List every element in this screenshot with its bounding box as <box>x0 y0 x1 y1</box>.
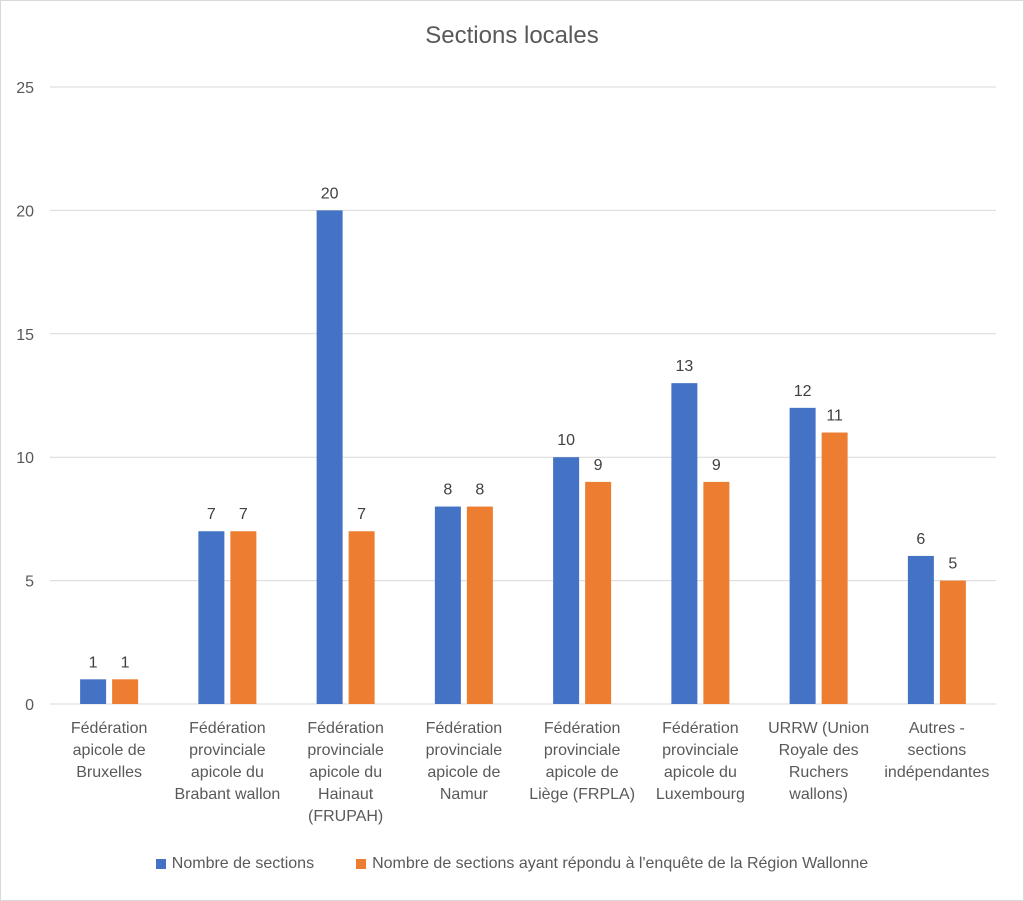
x-tick-label: Fédération provinciale apicole de Namur <box>425 720 503 803</box>
data-label: 1 <box>121 654 130 671</box>
data-label: 13 <box>675 358 693 375</box>
legend-item-1: Nombre de sections <box>155 855 315 873</box>
legend-item-2: Nombre de sections ayant répondu à l'enq… <box>356 855 868 873</box>
data-label: 11 <box>826 408 843 425</box>
bar-series-2-cat-1 <box>112 679 139 704</box>
y-tick-label: 20 <box>16 203 34 220</box>
bar-series-1-cat-8 <box>907 555 934 704</box>
data-label: 8 <box>475 482 484 499</box>
bar-series-1-cat-5 <box>553 457 580 704</box>
legend-label: Nombre de sections ayant répondu à l'enq… <box>372 855 869 872</box>
y-tick-label: 10 <box>16 450 34 467</box>
x-tick-label: Fédération provinciale apicole du Braban… <box>174 720 281 803</box>
data-label: 7 <box>207 506 216 523</box>
data-label: 10 <box>557 432 575 449</box>
bar-series-1-cat-7 <box>789 407 816 704</box>
x-tick-label: Fédération provinciale apicole du Hainau… <box>307 720 384 825</box>
y-tick-label: 15 <box>16 327 34 344</box>
legend-label: Nombre de sections <box>171 855 315 872</box>
data-label: 9 <box>594 457 603 474</box>
bar-series-2-cat-5 <box>585 481 612 704</box>
x-tick-label: Fédération apicole de Bruxelles <box>70 720 148 781</box>
y-tick-label: 0 <box>25 697 34 714</box>
data-label: 7 <box>239 506 248 523</box>
data-label: 12 <box>794 383 812 400</box>
x-tick-label: Fédération provinciale apicole de Liège … <box>529 720 636 803</box>
y-tick-label: 5 <box>25 574 34 591</box>
legend-swatch <box>356 859 367 869</box>
y-tick-label: 25 <box>16 80 34 97</box>
bar-series-2-cat-7 <box>821 432 848 704</box>
bar-series-1-cat-2 <box>198 531 225 704</box>
legend: Nombre de sections Nombre de sections aya… <box>0 855 1024 873</box>
data-label: 7 <box>357 506 366 523</box>
data-label: 9 <box>712 457 721 474</box>
data-label: 8 <box>443 482 452 499</box>
bar-series-1-cat-6 <box>671 383 698 704</box>
bar-series-2-cat-4 <box>466 506 493 704</box>
bar-series-1-cat-3 <box>316 210 343 704</box>
x-tick-label: Fédération provinciale apicole du Luxemb… <box>655 720 745 803</box>
bar-series-2-cat-8 <box>939 580 966 704</box>
bar-series-2-cat-6 <box>703 481 730 704</box>
data-label: 1 <box>89 654 98 671</box>
legend-swatch <box>155 859 166 869</box>
bar-series-2-cat-2 <box>230 531 257 704</box>
data-label: 20 <box>321 185 339 202</box>
data-label: 5 <box>948 556 957 573</box>
bar-series-1-cat-4 <box>434 506 461 704</box>
data-label: 6 <box>916 531 925 548</box>
bar-series-1-cat-1 <box>80 679 107 704</box>
bar-series-2-cat-3 <box>348 531 375 704</box>
x-tick-label: Autres - sections indépendantes <box>884 720 990 781</box>
x-tick-label: URRW (Union Royale des Ruchers wallons) <box>768 720 870 803</box>
chart-title: Sections locales <box>425 22 599 49</box>
